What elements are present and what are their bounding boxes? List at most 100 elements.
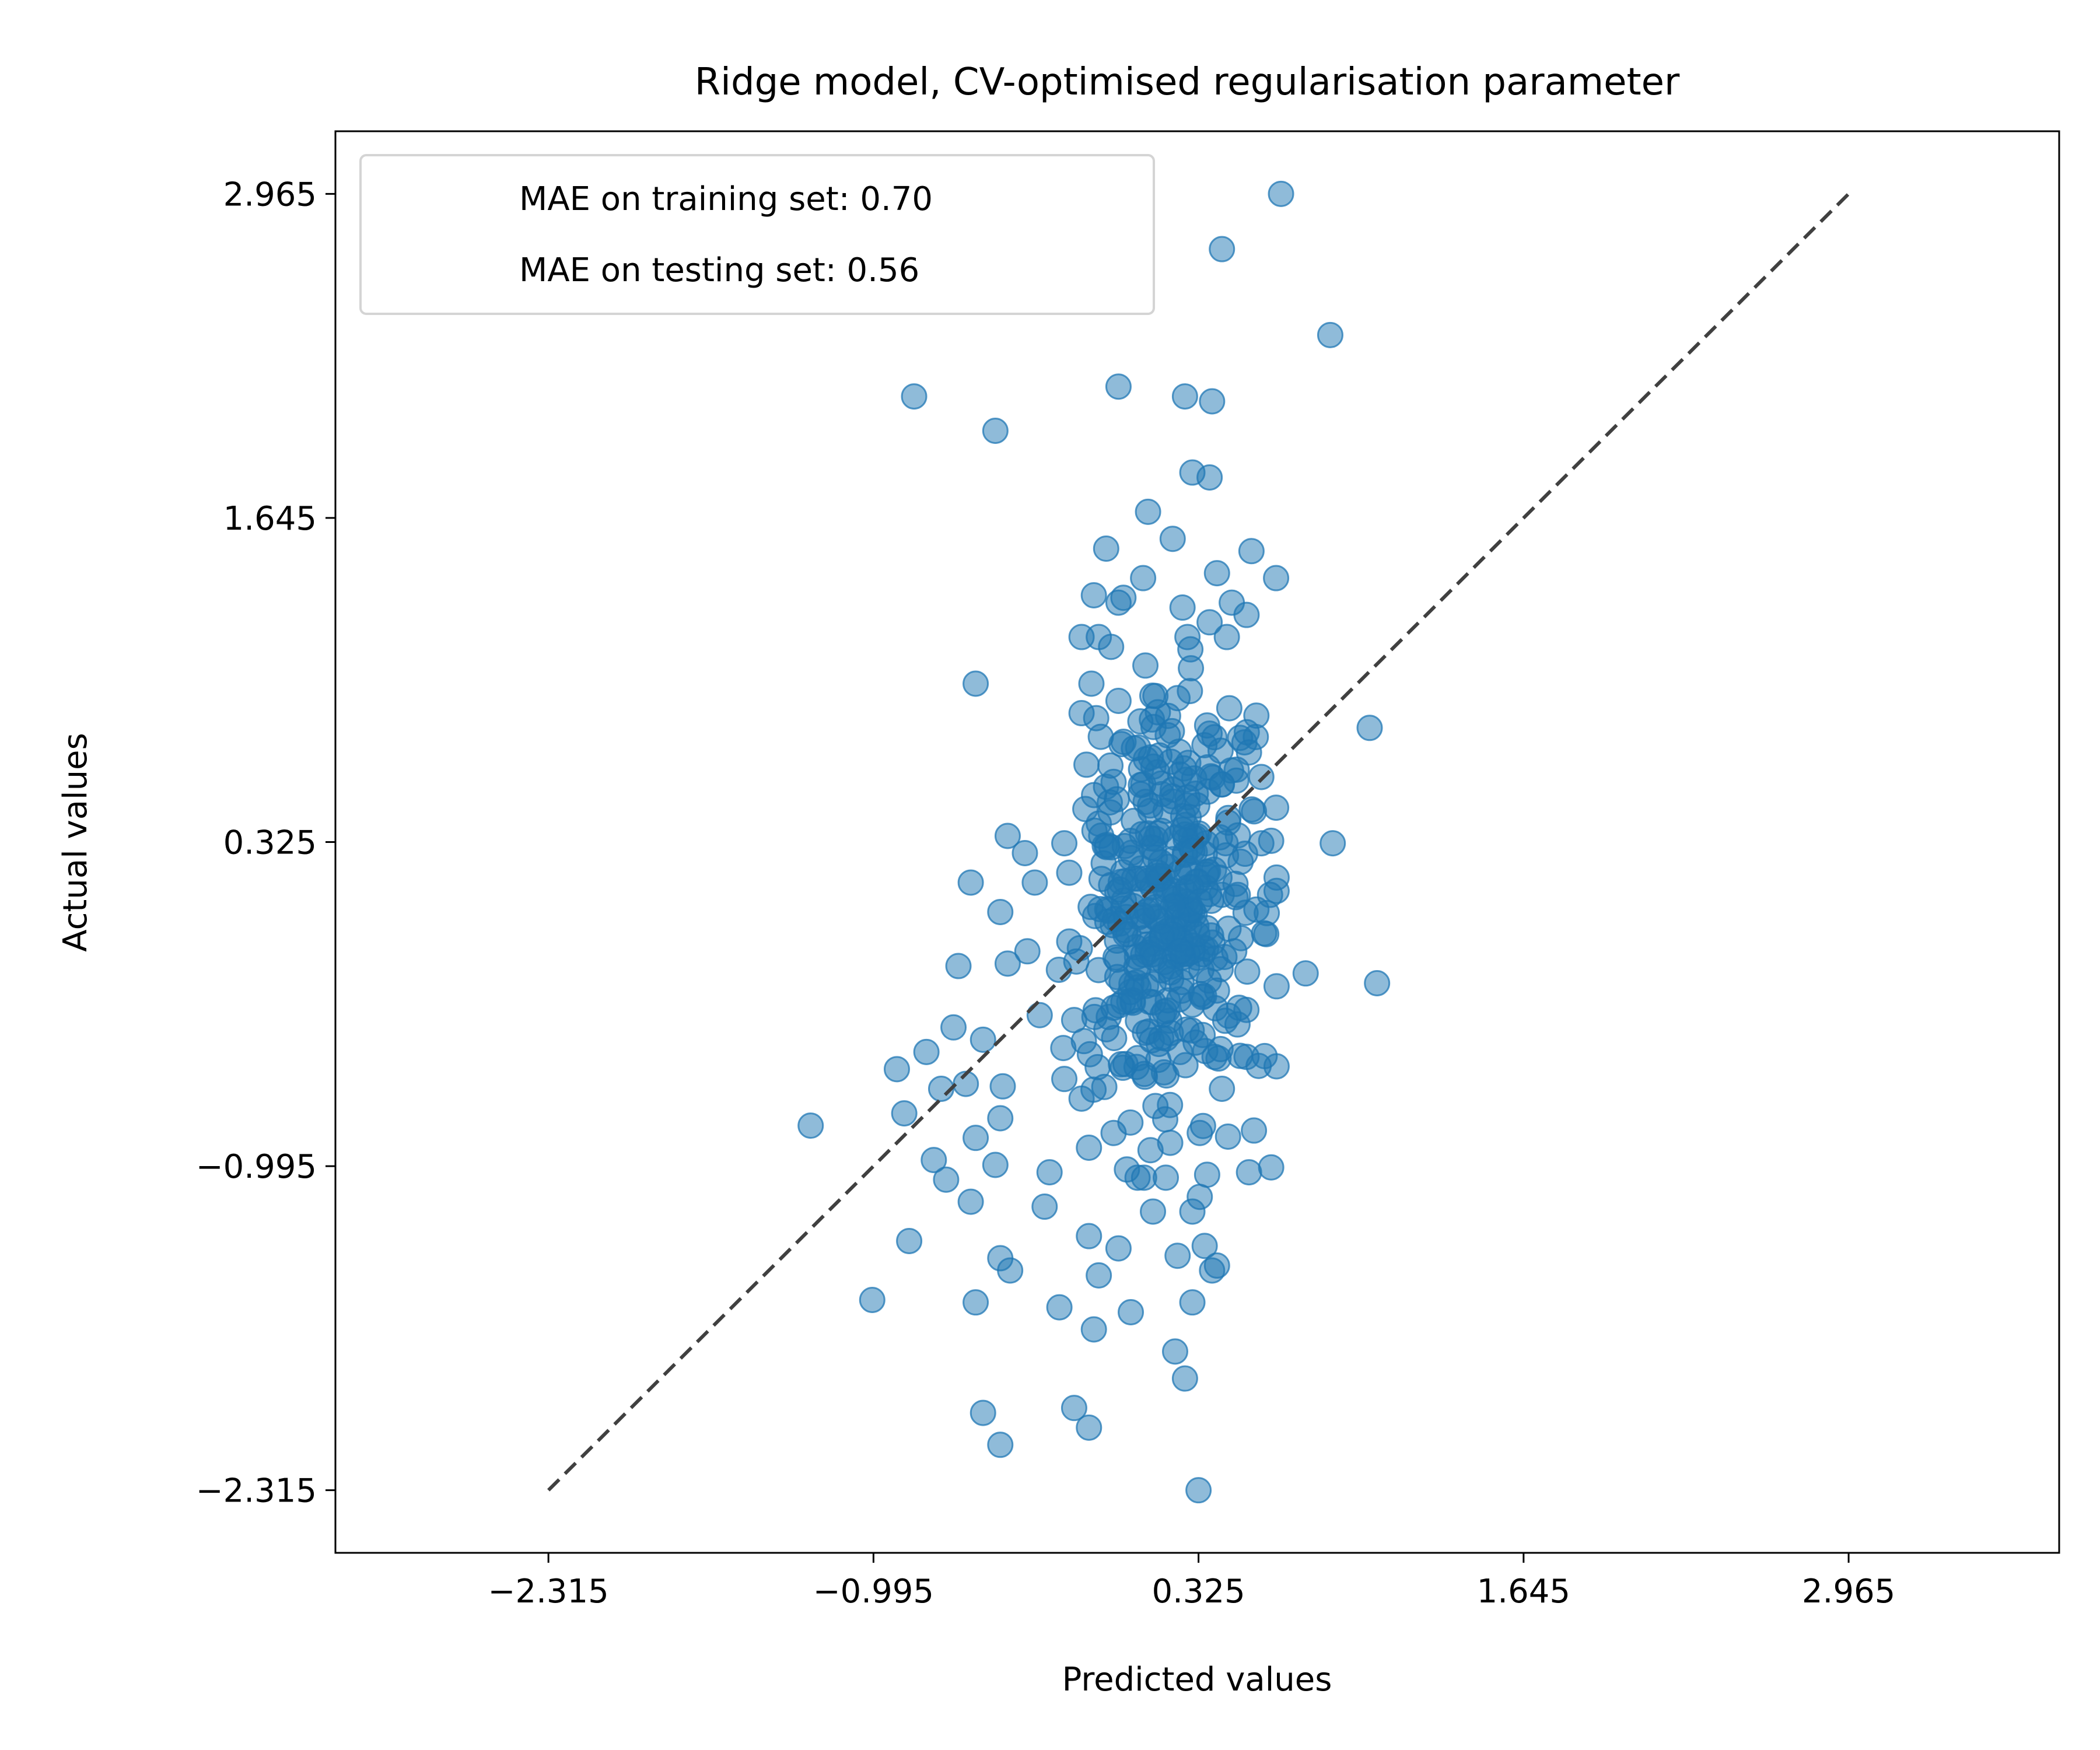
data-point	[1213, 624, 1240, 650]
data-point	[1060, 1007, 1087, 1034]
data-point	[1364, 970, 1391, 997]
data-point	[1076, 1135, 1102, 1161]
y-tick-label: 2.965	[223, 176, 317, 214]
data-point	[1124, 1164, 1151, 1191]
data-point	[1068, 700, 1095, 727]
data-point	[1175, 804, 1202, 831]
data-point	[921, 1147, 947, 1174]
data-point	[1199, 388, 1226, 415]
data-point	[1046, 1294, 1073, 1321]
x-tick-label: 1.645	[1477, 1573, 1570, 1611]
data-point	[1115, 921, 1142, 947]
data-point	[1087, 723, 1114, 750]
data-point	[1159, 526, 1186, 552]
x-tick-label: −2.315	[488, 1573, 609, 1611]
data-point	[1243, 896, 1270, 923]
data-point	[1258, 1154, 1284, 1181]
data-point	[987, 1432, 1014, 1458]
data-point	[1125, 1007, 1152, 1034]
data-point	[1105, 373, 1132, 400]
data-point	[982, 417, 1009, 444]
data-point	[1137, 1137, 1164, 1164]
x-ticks: −2.315 −0.995 0.325 1.645 2.965	[488, 1553, 1895, 1611]
data-point	[1080, 1316, 1107, 1343]
data-point	[1238, 538, 1265, 565]
data-point	[987, 1105, 1014, 1132]
points-layer	[797, 180, 1391, 1504]
data-point	[1263, 565, 1290, 592]
data-point	[1056, 859, 1083, 886]
data-point	[1292, 960, 1319, 987]
data-point	[1263, 973, 1290, 1000]
data-point	[1171, 383, 1198, 410]
data-point	[1093, 536, 1119, 562]
data-point	[1031, 1194, 1058, 1220]
data-point	[1104, 964, 1130, 991]
y-ticks: −2.315 −0.995 0.325 1.645 2.965	[196, 176, 335, 1510]
data-point	[1118, 1299, 1144, 1326]
data-point	[1149, 923, 1175, 950]
data-point	[940, 1014, 967, 1041]
data-point	[797, 1112, 824, 1139]
data-point	[1086, 810, 1112, 837]
data-point	[1209, 236, 1236, 262]
data-point	[1098, 634, 1125, 660]
data-point	[1084, 1054, 1111, 1080]
data-point	[1174, 624, 1201, 650]
data-point	[1080, 582, 1107, 608]
data-point	[1142, 682, 1169, 709]
data-point	[1051, 1066, 1078, 1093]
data-point	[1179, 1289, 1206, 1316]
data-point	[1162, 1338, 1189, 1365]
data-point	[1215, 915, 1242, 942]
data-point	[997, 1257, 1024, 1284]
data-point	[913, 1038, 940, 1065]
data-point	[994, 950, 1021, 977]
data-point	[1241, 1117, 1268, 1144]
data-point	[1203, 560, 1230, 587]
data-point	[1118, 845, 1144, 872]
legend: MAE on training set: 0.70 MAE on testing…	[359, 154, 1155, 315]
data-point	[1154, 722, 1181, 748]
data-point	[1026, 1002, 1053, 1028]
data-point	[1203, 977, 1230, 1004]
data-point	[1234, 958, 1261, 985]
data-point	[1100, 995, 1127, 1021]
data-point	[1221, 938, 1248, 965]
data-point	[970, 1399, 996, 1426]
legend-entry-testing-mae: MAE on testing set: 0.56	[519, 251, 919, 289]
data-point	[957, 869, 984, 896]
data-point	[1125, 734, 1152, 761]
chart-title: Ridge model, CV-optimised regularisation…	[695, 61, 1680, 104]
data-point	[957, 1188, 984, 1215]
data-point	[1186, 1119, 1213, 1146]
y-axis-label: Actual values	[57, 733, 94, 951]
data-point	[933, 1166, 960, 1193]
data-point	[1014, 938, 1041, 965]
legend-entry-training-mae: MAE on training set: 0.70	[519, 180, 933, 218]
data-point	[1263, 794, 1290, 821]
data-point	[1142, 1093, 1169, 1119]
x-tick-label: −0.995	[813, 1573, 934, 1611]
data-point	[1045, 956, 1072, 983]
data-point	[1233, 1044, 1260, 1070]
data-point	[1233, 601, 1260, 628]
data-point	[1060, 1395, 1087, 1422]
legend-box	[359, 154, 1155, 315]
data-point	[1105, 1235, 1132, 1262]
data-point	[1167, 761, 1194, 788]
data-point	[1243, 702, 1270, 729]
data-point	[1051, 830, 1078, 857]
data-point	[1153, 1164, 1180, 1191]
data-point	[1086, 1262, 1112, 1289]
data-point	[987, 898, 1014, 925]
data-point	[1021, 869, 1048, 896]
data-point	[1056, 928, 1083, 955]
data-point	[1203, 1252, 1230, 1279]
data-point	[1189, 1021, 1216, 1048]
data-point	[1186, 1184, 1213, 1210]
y-tick-label: 1.645	[223, 500, 317, 538]
data-point	[1081, 782, 1108, 808]
data-point	[970, 1026, 996, 1053]
y-tick-label: 0.325	[223, 824, 317, 862]
